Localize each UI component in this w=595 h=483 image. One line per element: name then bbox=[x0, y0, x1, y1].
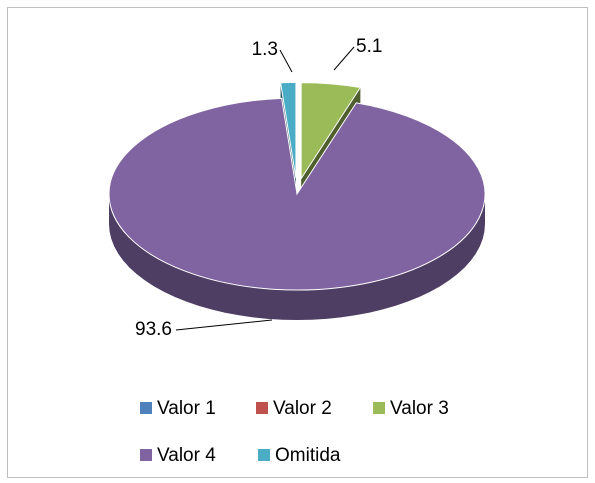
legend-swatch bbox=[140, 402, 152, 414]
leader-line bbox=[279, 49, 293, 73]
data-label: 1.3 bbox=[252, 39, 278, 60]
legend-label: Valor 2 bbox=[273, 398, 332, 419]
pie-slice bbox=[300, 82, 362, 181]
pie-side bbox=[109, 194, 485, 320]
pie-slice bbox=[108, 97, 486, 291]
legend-swatch bbox=[373, 402, 385, 414]
legend-swatch bbox=[258, 449, 270, 461]
legend-label: Omitida bbox=[275, 445, 341, 466]
legend-label: Valor 4 bbox=[157, 445, 216, 466]
legend-label: Valor 1 bbox=[157, 398, 216, 419]
pie-tops bbox=[108, 81, 486, 291]
legend-label: Valor 3 bbox=[390, 398, 449, 419]
data-label: 93.6 bbox=[135, 319, 172, 340]
data-label: 5.1 bbox=[356, 36, 382, 57]
legend-swatch bbox=[256, 402, 268, 414]
pie-slice bbox=[280, 81, 297, 179]
legend-swatch bbox=[140, 449, 152, 461]
leader-line bbox=[333, 46, 355, 71]
leader-line bbox=[175, 319, 273, 331]
